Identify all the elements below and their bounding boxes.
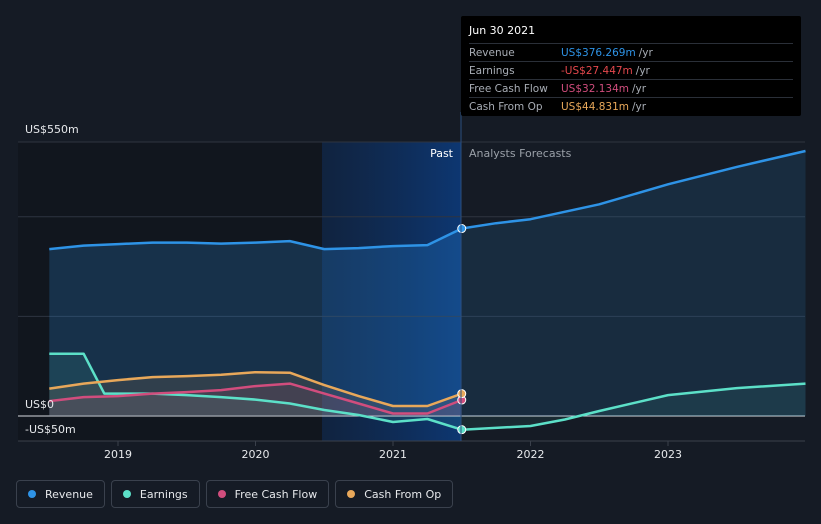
marker-revenue[interactable]	[457, 224, 467, 234]
tooltip-unit: /yr	[632, 100, 647, 113]
tooltip-label: Earnings	[469, 64, 515, 77]
legend-label: Earnings	[139, 487, 188, 501]
tooltip-unit: /yr	[635, 64, 650, 77]
marker-earnings[interactable]	[457, 425, 467, 435]
series-markers	[457, 224, 467, 435]
series-lines	[49, 149, 806, 431]
past-background	[18, 142, 322, 441]
tooltip-row-cash-from-op: Cash From Op US$44.831m /yr	[469, 97, 793, 115]
x-tick-label: 2019	[104, 448, 132, 461]
tooltip-label: Cash From Op	[469, 100, 543, 113]
x-tick-label: 2022	[517, 448, 545, 461]
line-earnings-forecast	[461, 382, 806, 431]
y-label-top: US$550m	[25, 123, 79, 136]
tooltip-unit: /yr	[638, 46, 653, 59]
past-label: Past	[430, 147, 454, 160]
tooltip-row-free-cash-flow: Free Cash Flow US$32.134m /yr	[469, 79, 793, 97]
area-revenue-forecast	[461, 151, 806, 416]
legend-dot-icon	[28, 490, 36, 498]
line-free-cash-flow	[49, 382, 463, 415]
line-cash-from-op	[49, 370, 463, 408]
x-tick-label: 2020	[242, 448, 270, 461]
legend-item-cash-from-op[interactable]: Cash From Op	[335, 480, 454, 508]
tooltip-label: Revenue	[469, 46, 515, 59]
legend-label: Cash From Op	[364, 487, 442, 501]
legend-dot-icon	[122, 490, 131, 498]
tooltip-row-revenue: Revenue US$376.269m /yr	[469, 43, 793, 61]
tooltip-value: US$44.831m	[561, 100, 629, 113]
y-label-zero: US$0	[25, 398, 54, 411]
legend-item-earnings[interactable]: Earnings	[110, 480, 200, 508]
legend-dot-icon	[217, 490, 226, 498]
legend-item-free-cash-flow[interactable]: Free Cash Flow	[205, 480, 330, 508]
tooltip-date: Jun 30 2021	[469, 24, 536, 37]
grid-lines	[18, 141, 805, 442]
legend-dot-icon	[347, 490, 356, 498]
marker-cash-from-op[interactable]	[457, 389, 467, 399]
area-cash-from-op	[49, 372, 462, 416]
line-earnings	[49, 352, 463, 431]
tooltip-value: US$376.269m	[561, 46, 636, 59]
tooltip: Jun 30 2021 Revenue US$376.269m /yr Earn…	[461, 16, 801, 116]
forecast-label: Analysts Forecasts	[469, 147, 572, 160]
tooltip-value: -US$27.447m	[561, 64, 633, 77]
x-tick-label: 2023	[654, 448, 682, 461]
tooltip-value: US$32.134m	[561, 82, 629, 95]
tooltip-label: Free Cash Flow	[469, 82, 548, 95]
legend-item-revenue[interactable]: Revenue	[16, 480, 105, 508]
line-revenue	[49, 227, 463, 251]
legend-label: Revenue	[45, 487, 93, 501]
line-revenue-forecast	[461, 149, 806, 230]
y-label-bottom: -US$50m	[25, 423, 76, 436]
tooltip-unit: /yr	[632, 82, 647, 95]
area-earnings	[49, 353, 462, 430]
x-axis-ticks: 2019 2020 2021 2022 2023	[104, 441, 682, 461]
area-revenue	[49, 228, 462, 416]
area-fills	[49, 151, 806, 430]
legend: Revenue Earnings Free Cash Flow Cash Fro…	[16, 480, 454, 508]
tooltip-row-earnings: Earnings -US$27.447m /yr	[469, 61, 793, 79]
legend-label: Free Cash Flow	[234, 487, 318, 501]
area-earnings-forecast	[461, 383, 806, 430]
x-tick-label: 2021	[379, 448, 407, 461]
